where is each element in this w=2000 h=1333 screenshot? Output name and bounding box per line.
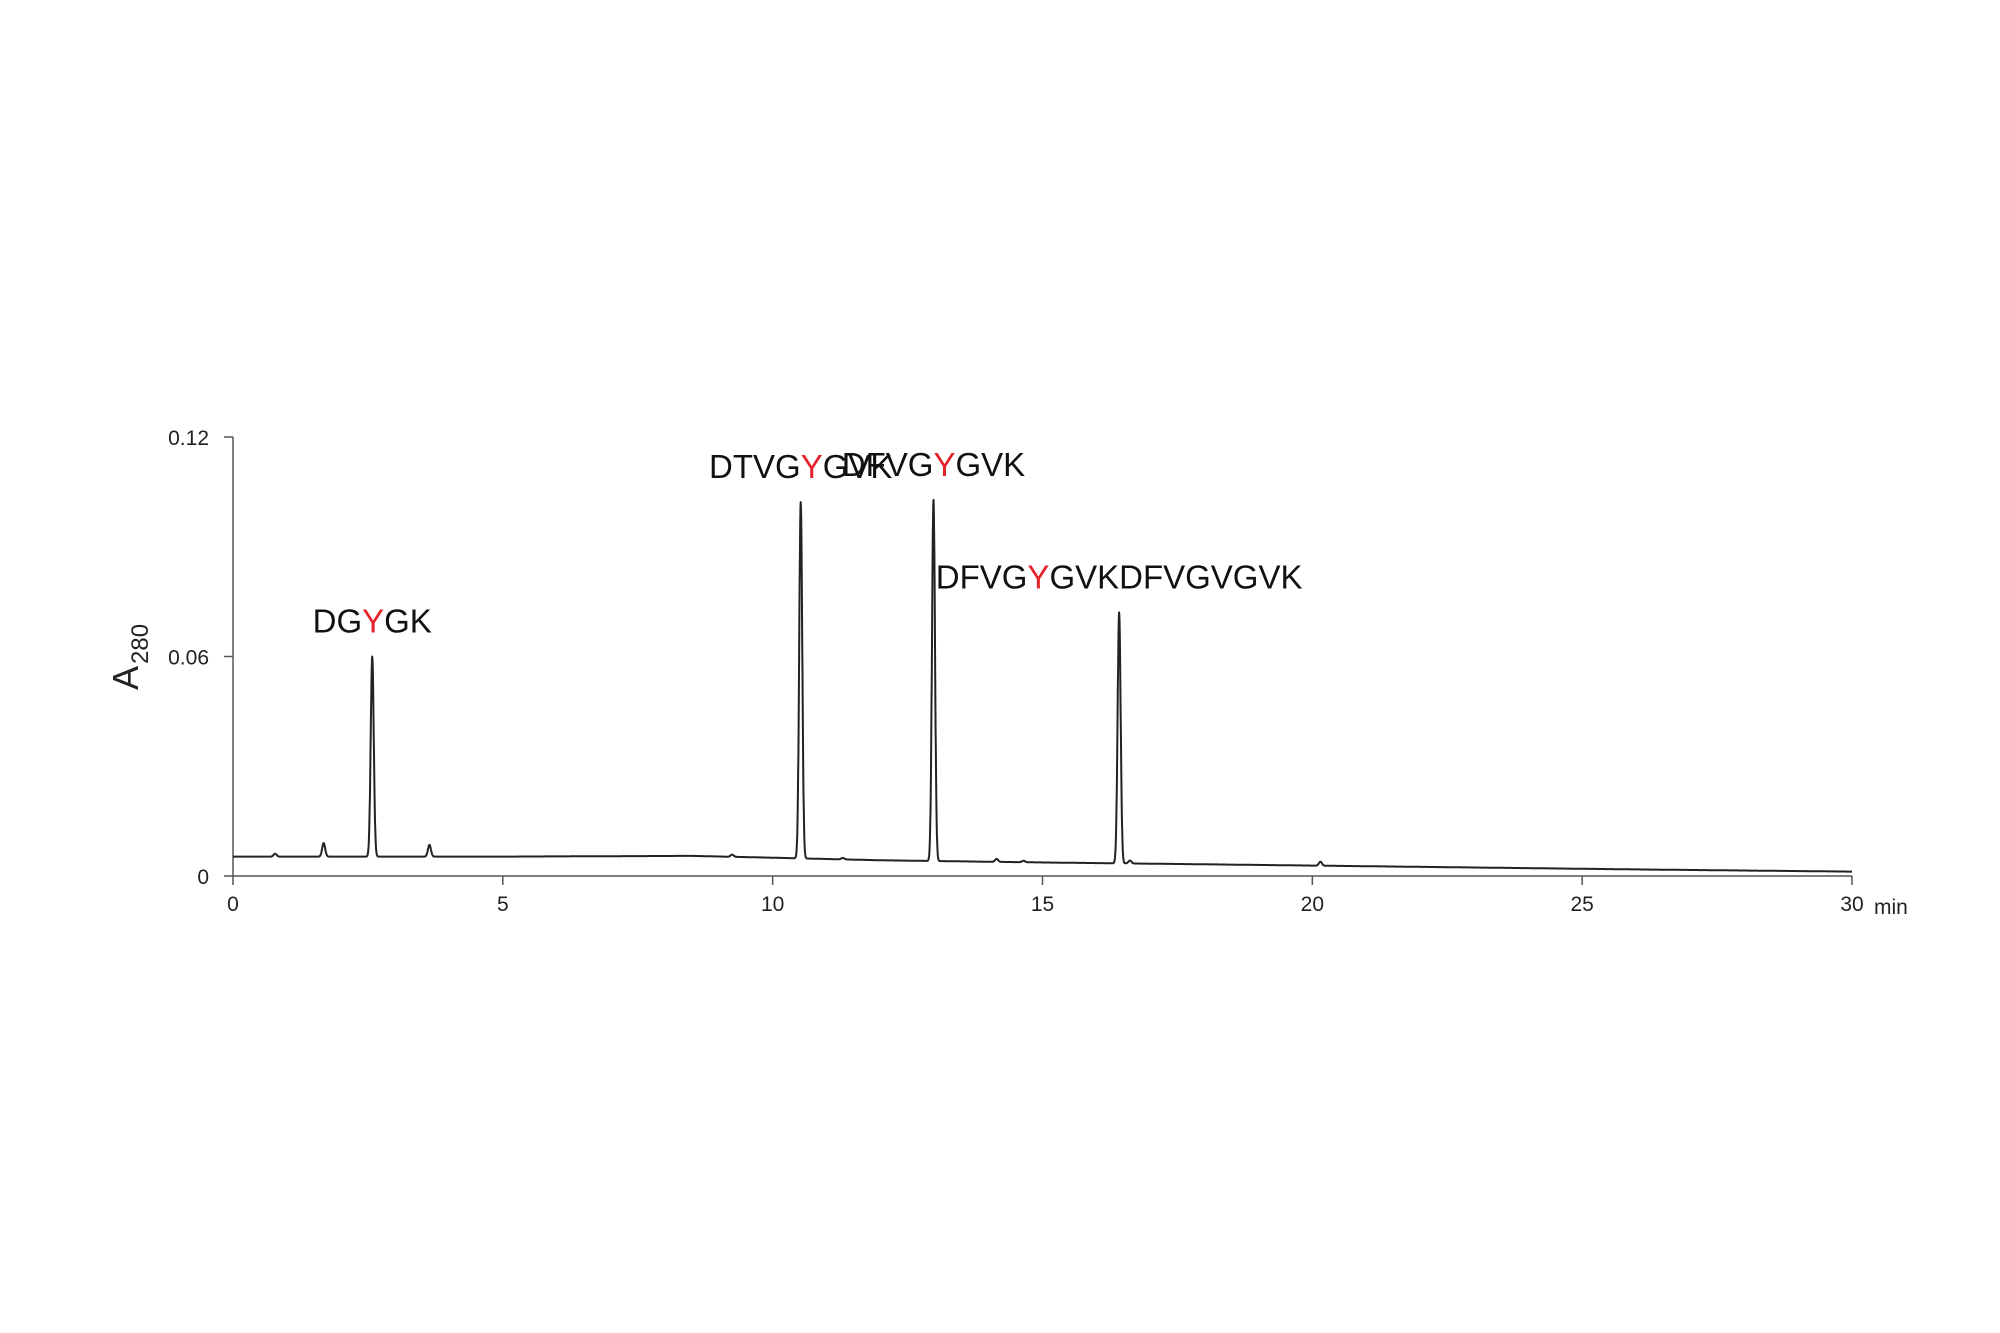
- peak-label-segment: DFVG: [842, 446, 934, 483]
- x-tick-label: 25: [1570, 893, 1593, 916]
- y-axis-label-main: A: [105, 666, 146, 690]
- x-tick-label: 5: [497, 893, 509, 916]
- chromatogram-trace: [232, 498, 1853, 873]
- peak-label: DGYGK: [313, 603, 432, 640]
- x-tick-label: 10: [761, 893, 784, 916]
- x-tick-label: 0: [227, 893, 239, 916]
- peak-label-segment: GVK: [823, 448, 893, 485]
- y-tick-label: 0.12: [168, 427, 209, 450]
- x-tick-label: 30: [1840, 893, 1863, 916]
- peak-label-highlight: Y: [933, 446, 955, 483]
- peak-label-segment: GVK: [955, 446, 1025, 483]
- peak-label-segment: GK: [384, 603, 432, 640]
- peak-label: DFVGYGVKDFVGVGVK: [936, 558, 1303, 595]
- peak-label-segment: DFVG: [936, 558, 1028, 595]
- y-axis-label-subscript: 280: [127, 624, 154, 664]
- peak-label: DTVGYGVK: [709, 448, 892, 485]
- peak-label-segment: GVKDFVGVGVK: [1049, 558, 1302, 595]
- x-axis-label: min: [1874, 896, 1908, 919]
- x-ticks: 0 5 10 15 20 25 30: [227, 876, 1864, 916]
- y-axis-label: A 280: [105, 624, 154, 690]
- axes: [232, 437, 1852, 877]
- peak-label-highlight: Y: [362, 603, 384, 640]
- peak-label: DFVGYGVK: [842, 446, 1025, 483]
- peak-label-segment: DTVG: [709, 448, 801, 485]
- y-tick-label: 0: [197, 866, 209, 889]
- peak-label-highlight: Y: [801, 448, 823, 485]
- y-tick-label: 0.06: [168, 647, 209, 670]
- peak-label-segment: DG: [313, 603, 363, 640]
- peak-label-highlight: Y: [1027, 558, 1049, 595]
- y-ticks: 0 0.06 0.12: [168, 427, 233, 889]
- x-tick-label: 20: [1301, 893, 1324, 916]
- x-tick-label: 15: [1031, 893, 1054, 916]
